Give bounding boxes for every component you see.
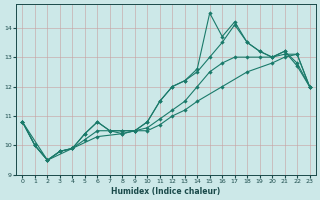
X-axis label: Humidex (Indice chaleur): Humidex (Indice chaleur) — [111, 187, 221, 196]
